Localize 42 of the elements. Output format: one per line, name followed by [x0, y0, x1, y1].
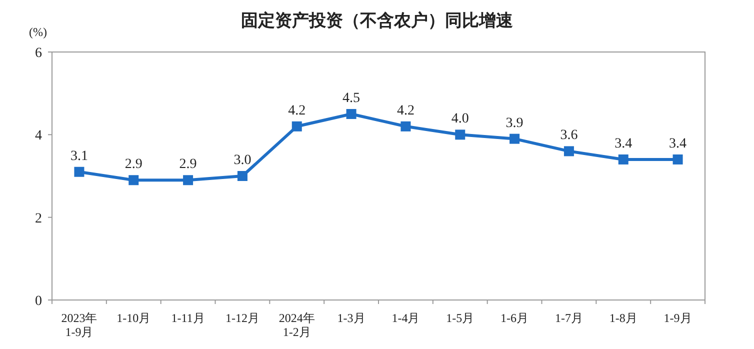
x-tick-label: 1-10月: [116, 311, 151, 325]
data-label: 3.4: [614, 136, 632, 152]
data-label: 3.9: [506, 116, 524, 131]
data-label: 3.1: [70, 148, 88, 164]
y-tick-label: 2: [35, 211, 42, 226]
point: [400, 121, 411, 132]
x-tick-label: 1-7月: [554, 311, 583, 325]
data-label: 4.5: [342, 91, 360, 106]
x-tick-label: 1-12月: [225, 311, 260, 325]
x-tick-label: 1-3月: [337, 311, 366, 325]
y-axis-title: (%): [29, 25, 47, 39]
data-label: 3.4: [669, 136, 687, 152]
data-label: 2.9: [179, 157, 197, 172]
point: [564, 146, 574, 156]
point: [672, 154, 683, 164]
x-tick-label: 2023年 1-9月: [61, 311, 98, 339]
point: [618, 154, 628, 164]
y-tick-label: 4: [35, 128, 42, 144]
point: [292, 121, 302, 132]
data-label: 3.0: [234, 153, 252, 168]
x-tick-label: 1-9月: [664, 311, 692, 325]
point: [237, 171, 248, 181]
data-label: 2.9: [124, 157, 142, 172]
x-tick-label: 1-11月: [171, 311, 205, 325]
y-tick-label: 6: [35, 46, 42, 61]
data-label: 3.6: [560, 128, 578, 144]
point: [455, 130, 466, 140]
point: [128, 175, 139, 186]
x-tick-label: 1-6月: [500, 311, 529, 325]
point: [510, 134, 520, 144]
x-tick-label: 1-4月: [392, 311, 420, 325]
x-tick-label: 1-5月: [446, 311, 474, 325]
y-tick-label: 0: [35, 294, 42, 309]
point: [183, 175, 194, 186]
data-label: 4.2: [288, 103, 306, 118]
point: [74, 166, 84, 177]
x-tick-label: 2024年 1-2月: [278, 311, 315, 339]
x-tick-label: 1-8月: [609, 311, 638, 325]
data-label: 4.0: [451, 112, 469, 127]
chart-title: 固定资产投资（不含农户）同比增速: [241, 11, 513, 31]
point: [346, 109, 356, 119]
data-label: 4.2: [396, 103, 414, 118]
